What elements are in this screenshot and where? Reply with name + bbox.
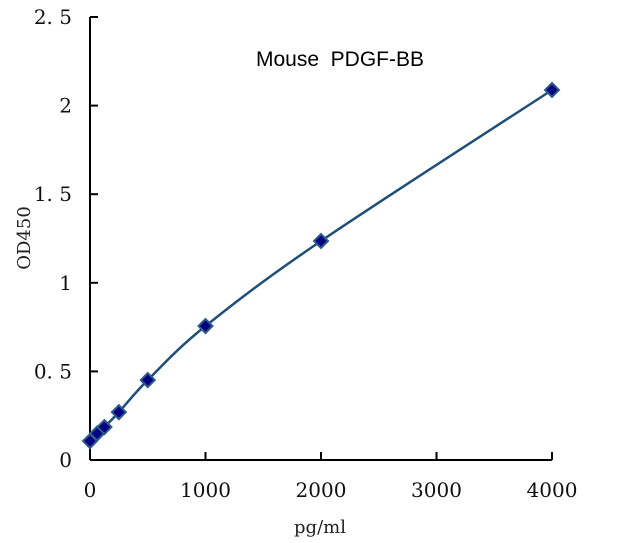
diamond-marker bbox=[197, 317, 214, 335]
x-tick-label: 4000 bbox=[527, 478, 578, 502]
x-tick-label: 3000 bbox=[411, 478, 462, 502]
y-tick-label: 2. 5 bbox=[34, 5, 72, 29]
fitted-curve bbox=[89, 88, 553, 442]
curve-path bbox=[89, 88, 553, 442]
diamond-marker bbox=[96, 418, 113, 436]
y-axis-title: OD450 bbox=[14, 206, 35, 270]
y-tick-label: 1. 5 bbox=[34, 182, 72, 206]
chart-title: Mouse PDGF-BB bbox=[256, 48, 424, 71]
x-axis-title: pg/ml bbox=[294, 517, 346, 538]
data-markers bbox=[81, 81, 561, 450]
diamond-marker bbox=[139, 371, 157, 389]
diamond-marker bbox=[110, 403, 128, 421]
x-tick-label: 2000 bbox=[296, 478, 347, 502]
diamond-marker bbox=[312, 232, 330, 250]
y-tick-label: 0. 5 bbox=[34, 359, 72, 383]
y-tick-label: 0 bbox=[59, 448, 72, 472]
x-tick-label: 1000 bbox=[180, 478, 231, 502]
x-tick-label: 0 bbox=[84, 478, 97, 502]
diamond-marker bbox=[543, 81, 561, 99]
y-tick-label: 1 bbox=[59, 271, 72, 295]
y-tick-label: 2 bbox=[59, 94, 72, 118]
axes: 0 0. 5 1 1. 5 2 2. 5 0 1000 2000 3000 4000 bbox=[34, 5, 578, 502]
